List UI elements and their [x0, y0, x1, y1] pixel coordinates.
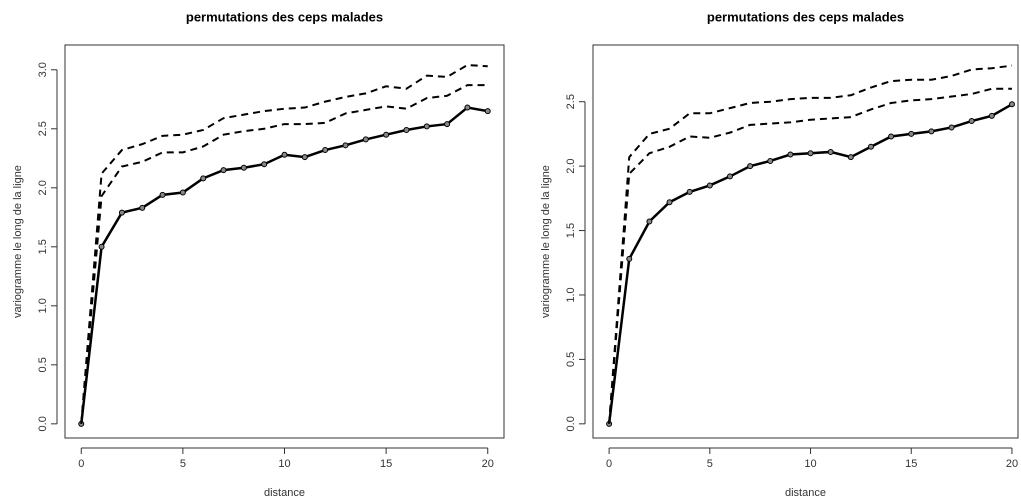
x-tick-label: 0 — [606, 458, 612, 470]
point — [928, 128, 935, 135]
y-tick-label: 0.5 — [37, 357, 49, 372]
point — [747, 163, 754, 170]
x-tick-label: 5 — [707, 458, 713, 470]
point — [322, 147, 329, 154]
point — [787, 151, 794, 158]
x-tick-label: 10 — [804, 458, 816, 470]
chart-title: permutations des ceps malades — [707, 9, 904, 24]
point — [686, 188, 693, 195]
y-tick-label: 2.0 — [37, 180, 49, 195]
point — [726, 173, 733, 180]
envelope-line — [80, 84, 488, 424]
plot-frame — [592, 44, 1019, 439]
point — [1008, 101, 1015, 108]
point — [948, 124, 955, 131]
point — [706, 182, 713, 189]
x-tick-label: 5 — [180, 458, 186, 470]
y-tick-label: 0.0 — [37, 416, 49, 431]
point — [827, 148, 834, 155]
point — [767, 157, 774, 164]
point — [139, 204, 146, 211]
y-tick-label: 2.5 — [37, 121, 49, 136]
point — [220, 167, 227, 174]
point — [179, 189, 186, 196]
y-tick-label: 1.5 — [565, 223, 577, 238]
y-axis-label: variogramme le long de la ligne — [12, 165, 24, 318]
x-tick-label: 20 — [1006, 458, 1018, 470]
y-tick-label: 0.5 — [565, 352, 577, 367]
envelope-line — [608, 87, 1012, 424]
point — [888, 133, 895, 140]
point — [118, 209, 125, 216]
point — [988, 112, 995, 119]
chart-title: permutations des ceps malades — [186, 9, 383, 24]
point — [626, 255, 633, 262]
plot-frame — [64, 44, 505, 439]
point — [159, 191, 166, 198]
point — [847, 154, 854, 161]
point — [261, 161, 268, 168]
envelope-line — [608, 64, 1013, 424]
point — [403, 126, 410, 133]
point — [908, 130, 915, 137]
x-axis-label: distance — [785, 487, 826, 499]
point — [484, 108, 491, 115]
y-tick-label: 2.5 — [565, 94, 577, 109]
point — [968, 118, 975, 125]
point — [362, 136, 369, 143]
point — [342, 142, 349, 149]
point — [464, 104, 471, 111]
point — [807, 150, 814, 157]
y-tick-label: 2.0 — [565, 158, 577, 173]
x-tick-label: 10 — [278, 458, 290, 470]
y-tick-label: 1.0 — [37, 298, 49, 313]
point — [301, 154, 308, 161]
y-axis-label: variogramme le long de la ligne — [540, 165, 552, 318]
y-tick-label: 0.0 — [565, 416, 577, 431]
point — [646, 218, 653, 225]
point — [281, 151, 288, 158]
point — [666, 199, 673, 206]
point — [444, 121, 451, 128]
x-tick-label: 20 — [482, 458, 494, 470]
x-tick-label: 15 — [380, 458, 392, 470]
point — [867, 143, 874, 150]
point — [200, 175, 207, 182]
point — [423, 123, 430, 130]
y-tick-label: 3.0 — [37, 62, 49, 77]
x-axis-label: distance — [264, 487, 305, 499]
point — [98, 243, 105, 250]
x-tick-label: 15 — [905, 458, 917, 470]
point — [383, 131, 390, 138]
point — [240, 164, 247, 171]
x-tick-label: 0 — [78, 458, 84, 470]
y-tick-label: 1.0 — [565, 287, 577, 302]
envelope-line — [80, 64, 488, 424]
y-tick-label: 1.5 — [37, 239, 49, 254]
